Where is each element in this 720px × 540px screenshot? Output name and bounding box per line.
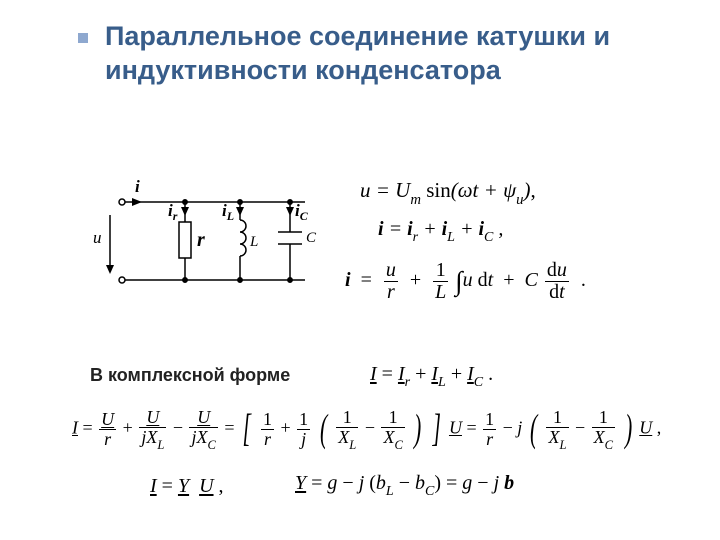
circuit-diagram: u i ir iL iC r L C <box>90 170 320 300</box>
circuit-label-ir: ir <box>168 201 178 223</box>
page-title: Параллельное соединение катушки и индукт… <box>105 20 720 88</box>
eq-Y: Y = g − j (bL − bC) = g − j b <box>295 472 514 499</box>
eq-i-integral: i = ur + 1L ∫u dt + C dudt . <box>345 260 586 303</box>
eq-I-big: I = Ur + UjXL − UjXC = [ 1r + 1j ( 1XL −… <box>72 408 661 451</box>
circuit-label-C: C <box>306 230 317 246</box>
eq-Isum-complex: I = Ir + IL + IC . <box>370 363 493 390</box>
eq-isum: i = ir + iL + iC , <box>378 218 503 245</box>
circuit-label-iC: iC <box>295 201 309 223</box>
bullet-decor <box>78 33 88 43</box>
circuit-label-r: r <box>197 229 205 251</box>
circuit-label-u: u <box>93 228 102 247</box>
eq-IYU: I = Y U , <box>150 475 224 498</box>
complex-label: В комплексной форме <box>90 365 290 386</box>
circuit-label-L: L <box>249 234 258 250</box>
circuit-label-iL: iL <box>222 201 234 223</box>
circuit-label-i: i <box>135 177 140 196</box>
eq-ut: u = Um sin(ωt + ψu), <box>360 178 536 207</box>
